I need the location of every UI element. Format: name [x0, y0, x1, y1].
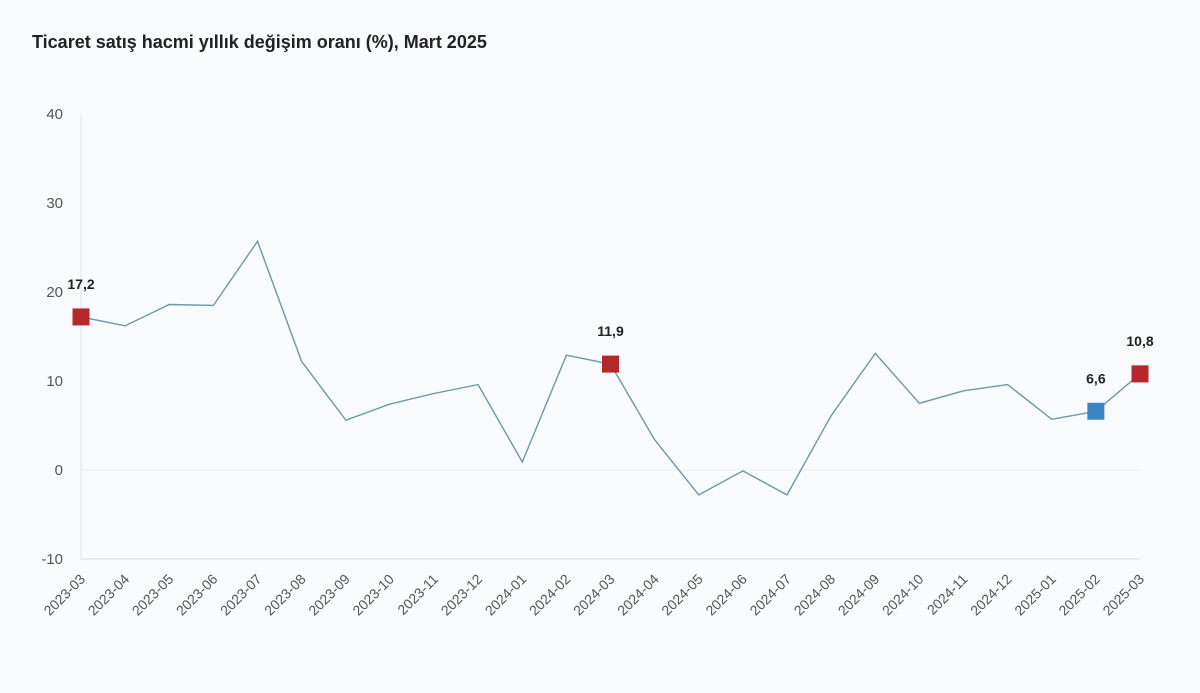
x-tick-label: 2023-03 — [40, 571, 88, 619]
highlight-marker — [1087, 402, 1105, 420]
x-tick-label: 2024-02 — [526, 571, 574, 619]
x-tick-label: 2024-05 — [658, 571, 706, 619]
data-labels: 17,2 11,9 6,6 10,8 — [67, 276, 1153, 386]
x-tick-label: 2023-08 — [261, 571, 309, 619]
x-tick-label: 2023-12 — [438, 571, 486, 619]
x-tick-label: 2025-01 — [1011, 571, 1059, 619]
x-tick-label: 2024-11 — [924, 571, 971, 618]
x-tick-label: 2023-11 — [394, 571, 441, 618]
y-tick-label: 30 — [46, 195, 63, 212]
highlight-marker — [602, 355, 619, 373]
x-tick-label: 2023-10 — [349, 571, 397, 619]
x-tick-label: 2024-01 — [482, 571, 530, 619]
x-tick-label: 2025-02 — [1055, 571, 1103, 619]
x-tick-label: 2023-04 — [85, 571, 133, 619]
x-tick-label: 2024-10 — [879, 571, 927, 619]
data-label: 11,9 — [597, 323, 624, 339]
y-tick-label: 0 — [55, 462, 63, 479]
x-tick-labels: 2023-032023-042023-052023-062023-072023-… — [40, 571, 1147, 619]
y-tick-label: -10 — [41, 551, 63, 568]
x-tick-label: 2024-09 — [835, 571, 883, 619]
x-tick-label: 2023-09 — [305, 571, 353, 619]
data-label: 6,6 — [1086, 370, 1106, 386]
x-tick-label: 2024-03 — [570, 571, 618, 619]
highlight-markers — [72, 308, 1149, 420]
highlight-marker — [1131, 365, 1149, 383]
x-tick-label: 2024-06 — [702, 571, 750, 619]
x-tick-label: 2024-12 — [967, 571, 1015, 619]
y-tick-label: 20 — [46, 284, 63, 301]
data-label: 10,8 — [1126, 333, 1153, 349]
data-label: 17,2 — [67, 276, 94, 292]
x-tick-label: 2024-08 — [791, 571, 839, 619]
x-tick-label: 2024-07 — [746, 571, 794, 619]
x-tick-label: 2023-05 — [129, 571, 177, 619]
x-tick-label: 2023-06 — [173, 571, 221, 619]
x-tick-label: 2024-04 — [614, 571, 662, 619]
y-tick-labels: -10 0 10 20 30 40 — [41, 106, 63, 568]
x-tick-label: 2023-07 — [217, 571, 265, 619]
x-tick-label: 2025-03 — [1099, 571, 1147, 619]
chart-title: Ticaret satış hacmi yıllık değişim oranı… — [32, 32, 487, 52]
y-tick-label: 10 — [46, 373, 63, 390]
y-tick-label: 40 — [46, 106, 63, 123]
highlight-marker — [72, 308, 90, 326]
